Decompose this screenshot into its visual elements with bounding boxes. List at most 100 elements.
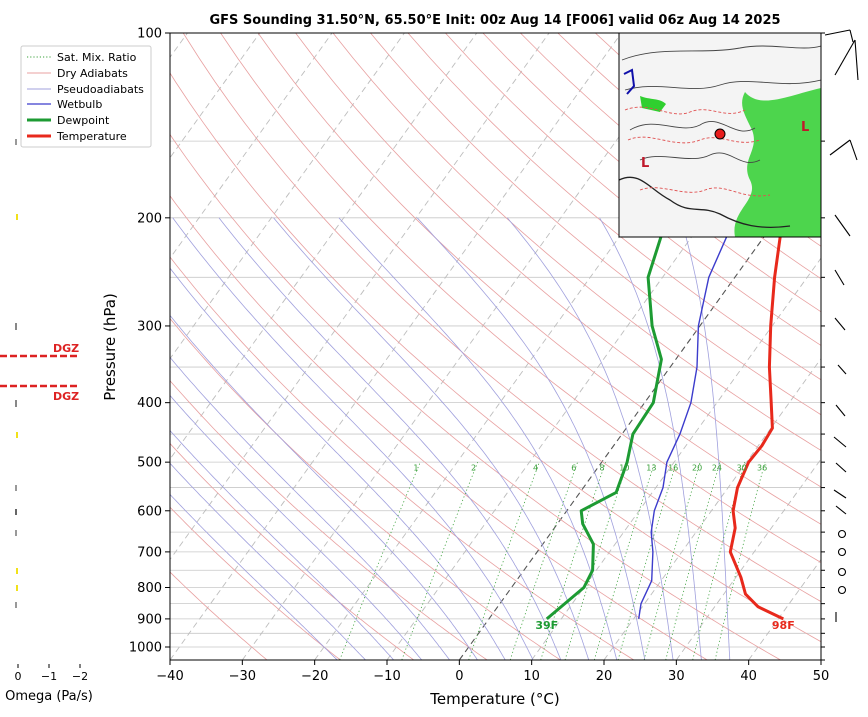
dry-adiabat-line [170, 195, 708, 660]
mixing-ratio-line [564, 462, 629, 660]
mixing-ratio-label: 16 [668, 464, 678, 473]
wind-barb [835, 505, 847, 515]
pseudoadiabat-line [218, 217, 562, 660]
dewpoint-line [545, 33, 710, 621]
pseudoadiabat-line [170, 314, 478, 660]
mixing-ratio-label: 2 [471, 464, 476, 473]
wind-barb [835, 404, 846, 417]
mixing-ratio-label: 4 [533, 464, 538, 473]
dry-adiabat-line [445, 33, 821, 346]
x-tick-label: −40 [156, 669, 183, 684]
omega-tick-label: −1 [41, 670, 57, 683]
dry-adiabat-line [407, 33, 821, 381]
mixing-ratio-line [401, 462, 479, 660]
omega-bar [15, 139, 17, 145]
x-axis-label: Temperature (°C) [429, 690, 559, 708]
pseudoadiabat-line [172, 217, 534, 660]
inset-contour [639, 152, 761, 163]
omega-axis-label: Omega (Pa/s) [5, 689, 93, 704]
wind-barb [837, 364, 847, 375]
inset-green-precip [734, 88, 821, 237]
isotherm-line [820, 659, 821, 660]
mixing-ratio-label: 10 [619, 464, 629, 473]
wind-barb [829, 139, 851, 156]
omega-bar [16, 585, 18, 591]
surface-dewpoint-label: 39F [535, 619, 558, 632]
dry-adiabat-line [332, 33, 821, 451]
isotherm-line [170, 33, 405, 360]
dry-adiabat-line [482, 33, 821, 313]
pseudoadiabat-line [599, 217, 702, 660]
isotherm-line [170, 33, 333, 259]
dgz-label-bottom: DGZ [53, 390, 79, 403]
pseudoadiabat-line [680, 217, 731, 660]
inset-low-label: L [641, 156, 649, 171]
inset-low-label: L [801, 120, 809, 135]
dry-adiabat-line [295, 33, 821, 488]
pseudoadiabat-line [416, 217, 646, 660]
wind-barb [824, 29, 851, 36]
isotherm-line [170, 33, 261, 159]
wetbulb-line [638, 140, 780, 620]
y-tick-label: 200 [137, 211, 162, 226]
legend-label: Wetbulb [57, 98, 102, 111]
legend: Sat. Mix. Ratio Dry Adiabats Pseudoadiab… [20, 45, 152, 148]
wind-barb [835, 462, 847, 473]
legend-label: Dewpoint [57, 114, 110, 127]
inset-contour [629, 121, 756, 132]
wind-barb [833, 436, 847, 448]
dry-adiabat-line [170, 571, 268, 660]
isotherm-line [170, 33, 622, 660]
pseudoadiabat-line [170, 462, 366, 660]
x-tick-label: 10 [523, 669, 540, 684]
mixing-ratio-lines [339, 462, 766, 660]
x-tick-label: −30 [229, 669, 256, 684]
y-tick-label: 500 [137, 456, 162, 471]
wind-barb [849, 29, 854, 43]
omega-bar [15, 400, 17, 407]
dry-adiabat-line [170, 380, 488, 660]
surface-temperature-label: 98F [772, 619, 795, 632]
dry-adiabat-line [170, 317, 561, 660]
omega-bar [16, 568, 18, 574]
omega-bar [16, 214, 18, 220]
adiabat-lines [170, 33, 821, 660]
dry-adiabat-line [257, 33, 821, 525]
calm-wind-marker [837, 547, 847, 557]
dgz-label-top: DGZ [53, 342, 79, 355]
mixing-ratio-label: 13 [646, 464, 656, 473]
pseudoadiabat-line [170, 394, 423, 660]
legend-box [20, 45, 152, 148]
y-tick-label: 400 [137, 396, 162, 411]
dry-adiabat-line [170, 256, 635, 660]
sounding-location-marker [714, 128, 726, 140]
mixing-ratio-label: 6 [571, 464, 576, 473]
inset-coastline [619, 176, 791, 229]
inset-dashed-isotherm [627, 136, 761, 144]
wind-barb [849, 139, 858, 161]
mixing-ratio-line [714, 462, 766, 660]
x-tick-label: −10 [373, 669, 400, 684]
y-tick-label: 1000 [129, 640, 162, 655]
calm-wind-marker [837, 585, 847, 595]
calm-wind-marker [837, 567, 847, 577]
y-tick-label: 600 [137, 504, 162, 519]
pseudoadiabat-line [506, 217, 674, 660]
x-tick-label: −20 [301, 669, 328, 684]
wind-barb [834, 269, 845, 286]
y-axis-label: Pressure (hPa) [101, 293, 119, 401]
mixing-ratio-label: 30 [737, 464, 747, 473]
inset-contour [621, 45, 821, 61]
pseudoadiabat-line [170, 493, 338, 660]
mixing-ratio-line [468, 462, 540, 660]
mixing-ratio-label: 20 [692, 464, 702, 473]
plot-frame [169, 32, 822, 661]
pseudoadiabat-line [170, 267, 506, 660]
pseudoadiabat-line [273, 217, 590, 660]
x-tick-label: 40 [740, 669, 757, 684]
dry-adiabat-line [220, 33, 821, 563]
omega-bar [15, 485, 17, 491]
mixing-ratio-line [509, 462, 578, 660]
legend-label: Dry Adiabats [57, 67, 128, 80]
